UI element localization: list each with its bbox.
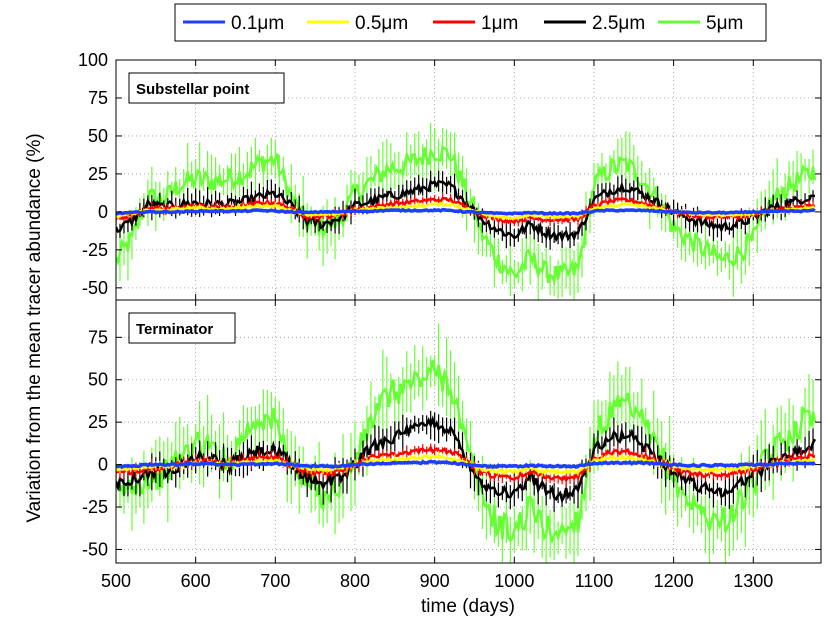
series-3-line	[116, 179, 816, 243]
plot-panels: 100 75 50 25 0 -25 -50 Substellar point 75 50 25 0 -…	[78, 50, 822, 591]
panel-1-label-box	[128, 312, 236, 344]
panel-0: 100 75 50 25 0 -25 -50 Substellar point	[78, 50, 822, 301]
legend-label-2: 1μm	[481, 13, 518, 34]
x-tick-label-8: 1300	[733, 571, 773, 591]
x-tick-label-1: 600	[181, 571, 211, 591]
series-2-line	[116, 445, 816, 483]
legend-label-0: 0.1μm	[231, 13, 284, 34]
series-0	[116, 459, 816, 470]
panel-1-ytick-label-0: 75	[88, 327, 108, 347]
panel-0-ytick-label-6: -50	[82, 278, 108, 298]
x-axis-label: time (days)	[421, 596, 515, 617]
x-tick-label-5: 1000	[494, 571, 534, 591]
panel-0-ytick-label-5: -25	[82, 240, 108, 260]
x-tick-label-4: 900	[420, 571, 450, 591]
series-0	[116, 207, 816, 216]
panel-1-frame	[115, 299, 822, 564]
legend: 0.1μm 0.5μm 1μm 2.5μm 5μm	[174, 3, 767, 42]
x-tick-label-0: 500	[101, 571, 131, 591]
panel-1-ytick-label-1: 50	[88, 370, 108, 390]
series-2	[116, 443, 816, 487]
panel-0-ytick-label-3: 25	[88, 164, 108, 184]
x-tick-label-6: 1100	[575, 571, 614, 591]
series-4-line	[116, 360, 817, 545]
x-tick-label-7: 1200	[654, 571, 694, 591]
panel-1-label: Terminator	[136, 321, 213, 338]
panel-0-label-box	[128, 72, 285, 104]
series-0-line	[116, 207, 816, 216]
series-4	[116, 323, 817, 563]
panel-0-ytick-label-2: 50	[88, 126, 108, 146]
panel-1-ytick-label-2: 25	[88, 412, 108, 432]
y-axis-label: Variation from the mean tracer abundance…	[24, 133, 45, 522]
x-tick-label-2: 700	[260, 571, 290, 591]
series-4-line	[116, 144, 817, 286]
panel-0-series	[116, 122, 817, 300]
panel-1-ytick-label-3: 0	[98, 455, 108, 475]
panel-1: 75 50 25 0 -25 -50 Terminator	[82, 299, 822, 564]
series-0-line	[116, 459, 816, 470]
legend-label-1: 0.5μm	[355, 13, 408, 34]
panel-0-ytick-label-1: 75	[88, 88, 108, 108]
legend-label-3: 2.5μm	[592, 13, 645, 34]
panel-1-ytick-label-4: -25	[82, 497, 108, 517]
panel-1-ytick-label-5: -50	[82, 539, 108, 559]
x-tick-label-3: 800	[340, 571, 370, 591]
panel-0-ytick-label-0: 100	[78, 50, 108, 70]
series-1-line	[116, 201, 816, 221]
legend-label-4: 5μm	[706, 13, 743, 34]
panel-0-label: Substellar point	[136, 81, 249, 98]
panel-0-ytick-label-4: 0	[98, 202, 108, 222]
panel-1-series	[116, 323, 817, 563]
